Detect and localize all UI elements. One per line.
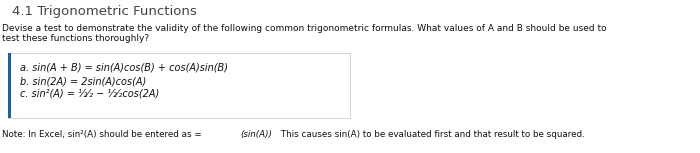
- Text: This causes sin(A) to be evaluated first and that result to be squared.: This causes sin(A) to be evaluated first…: [278, 130, 584, 139]
- Text: (sin(A)): (sin(A)): [240, 130, 272, 139]
- Text: Note: In Excel, sin²(A) should be entered as =: Note: In Excel, sin²(A) should be entere…: [2, 130, 204, 139]
- Text: b. sin(2A) = 2sin(A)cos(A): b. sin(2A) = 2sin(A)cos(A): [20, 76, 146, 86]
- Text: test these functions thoroughly?: test these functions thoroughly?: [2, 34, 149, 43]
- Text: Devise a test to demonstrate the validity of the following common trigonometric : Devise a test to demonstrate the validit…: [2, 24, 607, 33]
- Text: 4.1 Trigonometric Functions: 4.1 Trigonometric Functions: [12, 5, 197, 18]
- Bar: [8, 53, 11, 118]
- Bar: [8, 53, 350, 118]
- Text: a. sin(A + B) = sin(A)cos(B) + cos(A)sin(B): a. sin(A + B) = sin(A)cos(B) + cos(A)sin…: [20, 62, 228, 72]
- Text: c. sin²(A) = ½⁄₂ − ½⁄₂cos(2A): c. sin²(A) = ½⁄₂ − ½⁄₂cos(2A): [20, 89, 160, 99]
